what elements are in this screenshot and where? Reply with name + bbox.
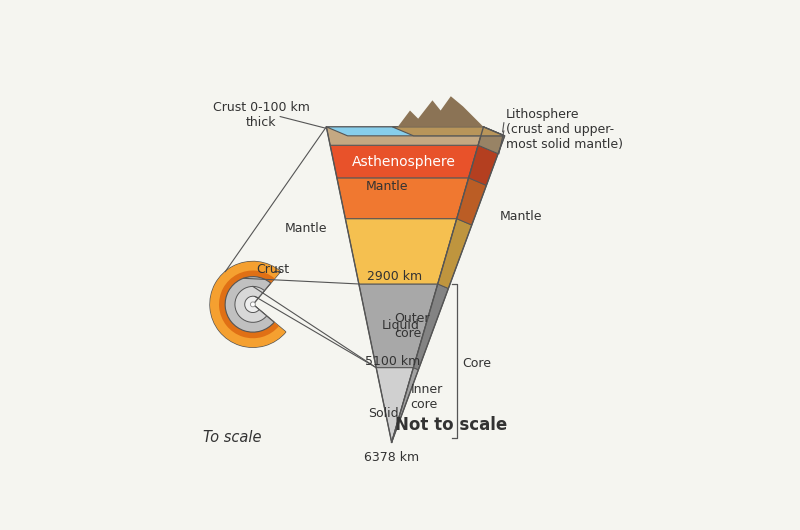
Text: 2900 km: 2900 km — [366, 270, 422, 283]
Text: 5100 km: 5100 km — [365, 355, 420, 368]
Polygon shape — [398, 96, 483, 127]
Wedge shape — [210, 261, 286, 347]
Polygon shape — [346, 219, 457, 284]
Text: Inner
core: Inner core — [410, 383, 442, 411]
Wedge shape — [210, 261, 286, 347]
Polygon shape — [457, 178, 486, 225]
Polygon shape — [478, 127, 505, 154]
Polygon shape — [359, 284, 438, 368]
Text: Crust: Crust — [256, 263, 289, 276]
Wedge shape — [219, 270, 279, 338]
Text: Mantle: Mantle — [366, 180, 408, 192]
Text: Outer
core: Outer core — [394, 312, 430, 340]
Text: 6378 km: 6378 km — [364, 452, 419, 464]
Polygon shape — [326, 127, 483, 145]
Text: Asthenosphere: Asthenosphere — [351, 155, 455, 169]
Wedge shape — [225, 277, 274, 332]
Text: Crust 0-100 km
thick: Crust 0-100 km thick — [213, 101, 310, 129]
Polygon shape — [392, 127, 505, 136]
Text: Solid: Solid — [368, 407, 398, 420]
Text: Mantle: Mantle — [285, 223, 327, 235]
Wedge shape — [245, 296, 259, 313]
Text: Core: Core — [462, 357, 492, 369]
Wedge shape — [235, 286, 266, 322]
Polygon shape — [469, 145, 498, 185]
Polygon shape — [376, 368, 414, 443]
Text: Liquid: Liquid — [382, 319, 419, 332]
Polygon shape — [337, 178, 469, 219]
Text: Not to scale: Not to scale — [394, 416, 507, 434]
Circle shape — [250, 302, 255, 307]
Text: Lithosphere
(crust and upper-
most solid mantle): Lithosphere (crust and upper- most solid… — [506, 108, 623, 151]
Polygon shape — [414, 284, 448, 370]
Polygon shape — [438, 219, 472, 288]
Text: To scale: To scale — [203, 429, 262, 445]
Text: Mantle: Mantle — [500, 210, 542, 223]
Polygon shape — [392, 368, 418, 443]
Polygon shape — [330, 145, 478, 178]
Polygon shape — [326, 127, 505, 136]
